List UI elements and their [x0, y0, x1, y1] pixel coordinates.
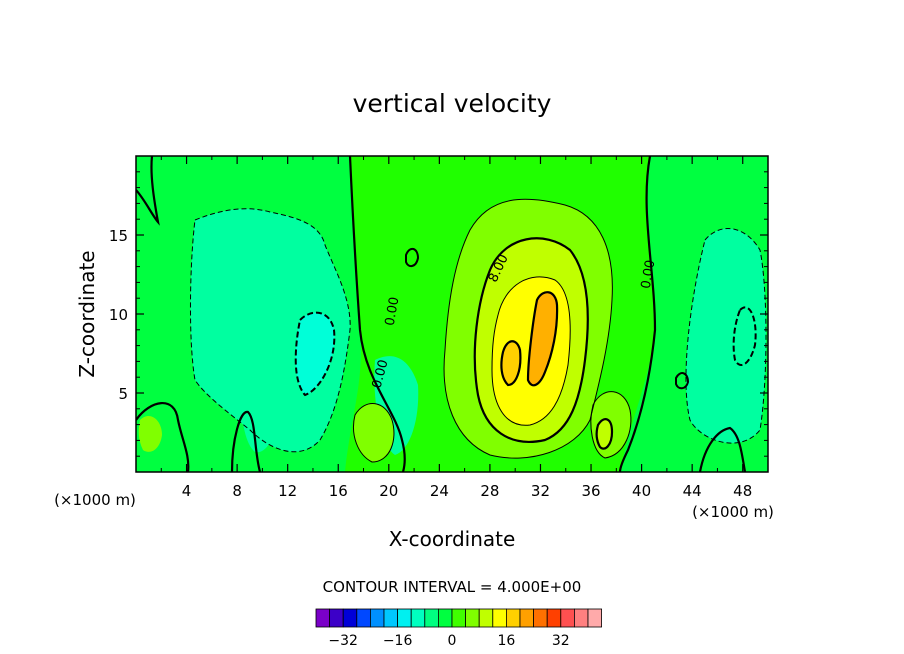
colorbar	[315, 608, 603, 628]
colorbar-swatch	[410, 608, 426, 628]
colorbar-swatch	[560, 608, 575, 628]
colorbar-swatch	[574, 608, 589, 628]
x-tick-label: 8	[232, 482, 242, 500]
colorbar-swatch	[342, 608, 358, 628]
contour-8-core	[473, 237, 589, 443]
chart-title: vertical velocity	[353, 89, 552, 118]
y-axis-label: Z-coordinate	[75, 250, 99, 377]
colorbar-labels: −32 −16 0 16 32	[328, 633, 569, 649]
colorbar-swatch	[397, 608, 412, 628]
colorbar-tick-label: 0	[448, 633, 457, 649]
x-tick-label: 36	[581, 482, 600, 500]
colorbar-swatch	[519, 608, 535, 628]
x-tick-label: 32	[531, 482, 550, 500]
contour-zero-left	[348, 156, 406, 472]
contour-zero-upperleft	[136, 156, 160, 226]
y-tick-label: 5	[118, 385, 128, 403]
x-tick-label: 44	[683, 482, 702, 500]
x-axis-label: X-coordinate	[389, 527, 516, 551]
colorbar-swatch	[533, 608, 548, 628]
contour-4-core	[443, 198, 613, 459]
colorbar-tick-label: 32	[552, 633, 570, 649]
contour-neg4-right	[685, 228, 767, 444]
colorbar-swatch	[505, 608, 521, 628]
colorbar-tick-label: −16	[383, 633, 413, 649]
x-tick-label: 4	[182, 482, 192, 500]
x-units-label-right: (×1000 m)	[692, 503, 774, 521]
colorbar-swatch	[451, 608, 467, 628]
colorbar-swatch	[315, 608, 331, 628]
region-pos-small-left	[353, 403, 394, 462]
colorbar-swatch	[437, 608, 453, 628]
contour-interval-text: CONTOUR INTERVAL = 4.000E+00	[323, 578, 582, 596]
contour-zero-small-a	[405, 247, 420, 268]
region-neg4-right	[685, 228, 766, 444]
contour-field	[136, 156, 768, 472]
y-axis-ticks: 5 10 15	[109, 171, 768, 457]
contour-pos-small-left	[353, 403, 395, 463]
contour-neg4-left	[189, 208, 351, 453]
x-units-label-left: (×1000 m)	[54, 491, 136, 509]
colorbar-swatch	[383, 608, 399, 628]
colorbar-swatch	[329, 608, 344, 628]
contour-lines	[136, 156, 767, 472]
region-pos8-small-right	[596, 419, 612, 449]
contour-pos-lowerleft	[136, 402, 190, 472]
colorbar-swatch	[492, 608, 507, 628]
x-tick-label: 16	[329, 482, 348, 500]
contour-pos-small-right	[590, 391, 632, 459]
colorbar-tick-label: −32	[328, 633, 358, 649]
x-tick-label: 20	[379, 482, 398, 500]
y-tick-label: 15	[109, 227, 128, 245]
y-tick-label: 10	[109, 306, 128, 324]
colorbar-swatch	[356, 608, 371, 628]
x-tick-label: 28	[480, 482, 499, 500]
contour-label: 0.00	[370, 358, 392, 390]
contour-zero-right	[618, 156, 657, 472]
colorbar-swatch	[424, 608, 439, 628]
region-neg-small-left	[241, 354, 279, 453]
contour-16-a	[500, 340, 522, 387]
contour-zero-lower-right	[698, 426, 747, 472]
colorbar-swatch	[369, 608, 385, 628]
contour-zero-small-b	[675, 372, 690, 390]
x-tick-label: 40	[632, 482, 651, 500]
x-axis-ticks: 4 8 12 16 20 24 28 32 36 40 44 48	[160, 156, 752, 500]
x-tick-label: 24	[430, 482, 449, 500]
contour-pos8-small-right	[595, 418, 614, 450]
region-pos16-a	[501, 341, 521, 385]
contour-16-b	[526, 291, 559, 387]
x-tick-label: 48	[733, 482, 752, 500]
colorbar-swatch	[478, 608, 494, 628]
colorbar-swatch	[587, 608, 603, 628]
region-pos-lower-left	[138, 415, 162, 452]
contour-label: 0.00	[383, 296, 403, 327]
contour-zero-lower-mid	[230, 410, 262, 472]
contour-12-core	[491, 276, 571, 426]
contour-label: 0.00	[639, 259, 659, 290]
x-tick-label: 12	[278, 482, 297, 500]
colorbar-swatch	[465, 608, 480, 628]
colorbar-tick-label: 16	[497, 633, 515, 649]
contour-neg8-left	[294, 311, 336, 397]
colorbar-swatch	[546, 608, 562, 628]
